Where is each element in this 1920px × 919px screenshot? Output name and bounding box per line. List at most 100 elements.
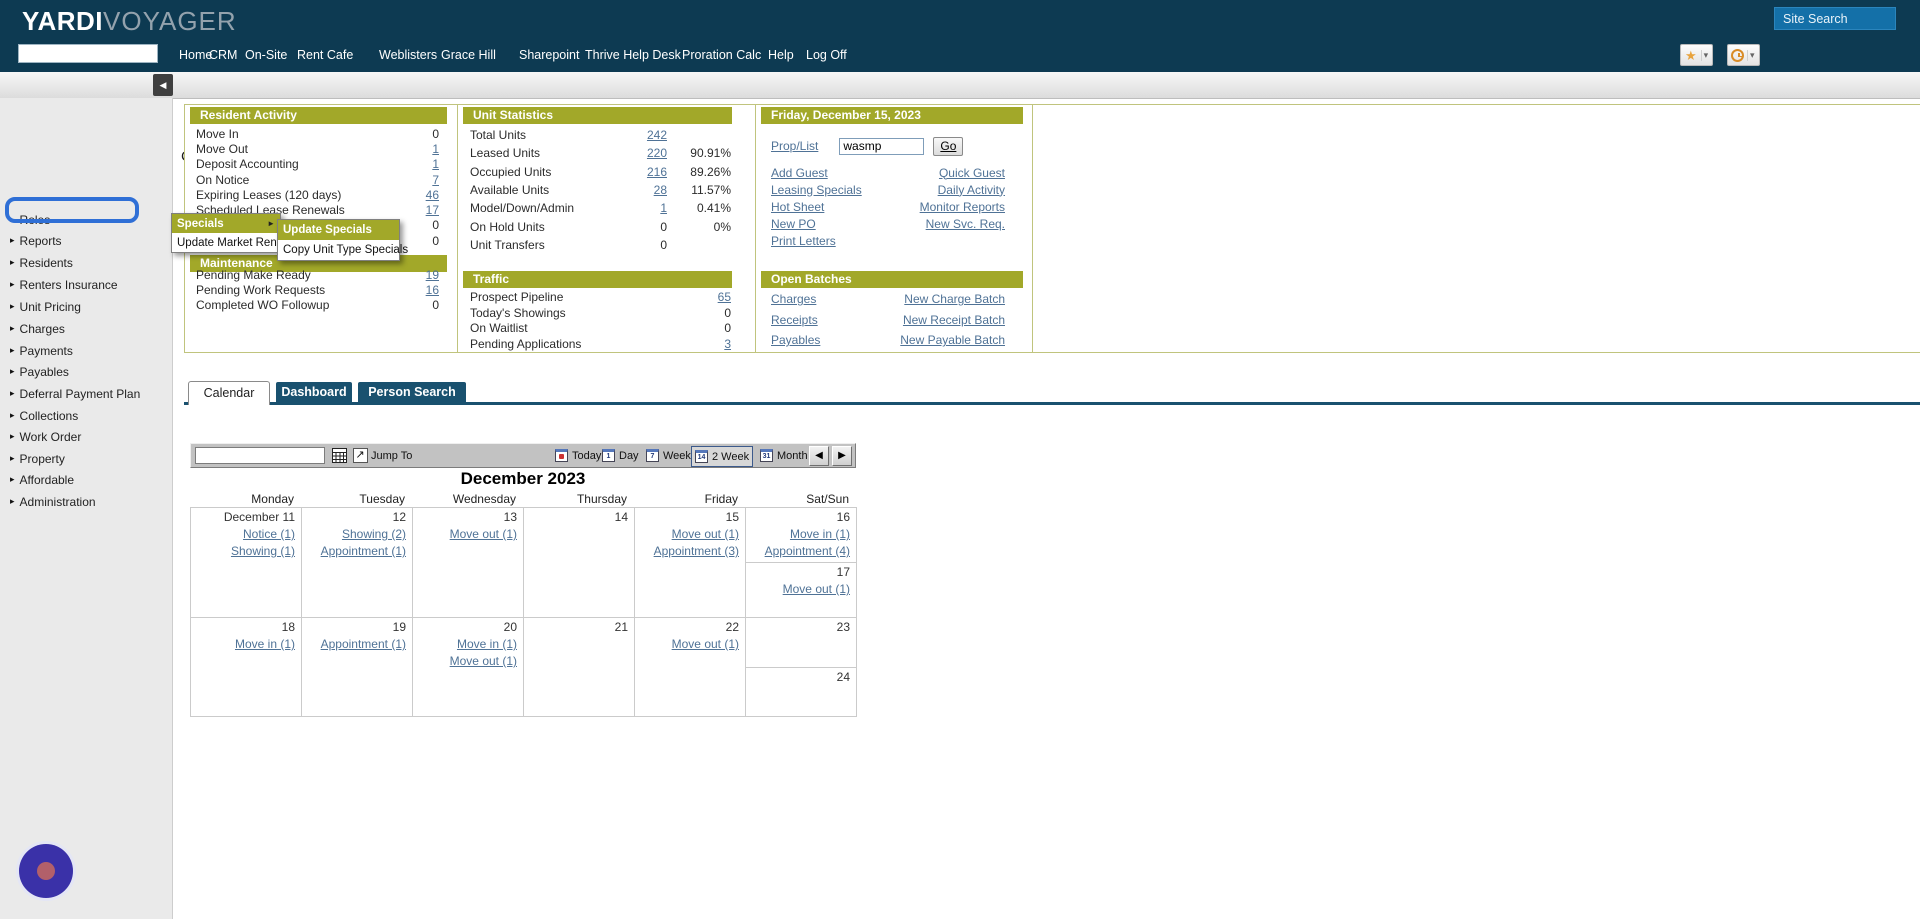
go-button[interactable]: Go [933,136,964,156]
calendar-next-button[interactable]: ▶ [832,446,852,466]
sidebar-item-property[interactable]: ▸ Property [10,448,65,469]
chevron-down-icon[interactable]: ▾ [1700,49,1711,61]
nav-link-thrive-help-desk[interactable]: Thrive Help Desk [585,48,681,62]
stat-value-link[interactable]: 46 [425,187,439,202]
event-link[interactable]: Showing (2) [341,527,406,541]
new-charge-batch-link[interactable]: New Charge Batch [904,292,1005,307]
menu-item-copy-unit-type-specials[interactable]: Copy Unit Type Specials [278,240,408,260]
prop-list-link[interactable]: Prop/List [771,139,819,153]
calendar-cell-dec21[interactable]: 21 [524,618,635,717]
nav-link-gracehill[interactable]: Grace Hill [441,48,496,62]
calendar-cell-dec11[interactable]: December 11 Notice (1) Showing (1) [191,508,302,618]
hot-sheet-link[interactable]: Hot Sheet [771,199,825,214]
stat-value-link[interactable]: 28 [653,183,667,198]
event-link[interactable]: Appointment (1) [320,637,406,651]
stat-value-link[interactable]: 220 [646,146,667,161]
calendar-cell-dec24[interactable]: 24 [746,668,857,717]
stat-value-link[interactable]: 1 [660,201,667,216]
event-link[interactable]: Move in (1) [234,637,295,651]
new-payable-batch-link[interactable]: New Payable Batch [900,333,1005,348]
view-today-button[interactable]: Today [552,446,604,465]
sidebar-collapse-button[interactable]: ◀ [153,74,173,96]
menu-item-update-specials[interactable]: Update Specials [278,220,399,240]
event-link[interactable]: Move in (1) [456,637,517,651]
sidebar-item-payments[interactable]: ▸ Payments [10,340,73,361]
nav-link-proration-calc[interactable]: Proration Calc [682,48,762,62]
menu-item-specials[interactable]: Specials ► [172,214,280,233]
event-link[interactable]: Notice (1) [242,527,295,541]
sidebar-item-work-order[interactable]: ▸ Work Order [10,426,81,447]
stat-value-link[interactable]: 16 [425,282,439,297]
stat-value-link[interactable]: 242 [646,128,667,143]
event-link[interactable]: Appointment (3) [653,544,739,558]
calendar-cell-dec23[interactable]: 23 [746,618,857,668]
view-month-button[interactable]: 31 Month [757,446,811,465]
stat-value-link[interactable]: 17 [425,203,439,218]
calendar-jump-input[interactable] [195,447,325,464]
date-picker-button[interactable] [330,447,348,464]
stat-value-link[interactable]: 216 [646,164,667,179]
calendar-cell-dec18[interactable]: 18 Move in (1) [191,618,302,717]
monitor-reports-link[interactable]: Monitor Reports [919,199,1005,214]
charges-link[interactable]: Charges [771,292,817,307]
event-link[interactable]: Move in (1) [789,527,850,541]
leasing-specials-link[interactable]: Leasing Specials [771,182,862,197]
sidebar-item-unit-pricing[interactable]: ▸ Unit Pricing [10,296,81,317]
nav-link-home[interactable]: Home [179,48,213,62]
stat-value-link[interactable]: 19 [425,267,439,282]
stat-value-link[interactable]: 7 [432,172,439,187]
quick-guest-link[interactable]: Quick Guest [938,165,1005,180]
sidebar-item-charges[interactable]: ▸ Charges [10,318,65,339]
calendar-cell-dec14[interactable]: 14 [524,508,635,618]
view-2week-button[interactable]: 14 2 Week [691,446,754,467]
tab-calendar[interactable]: Calendar [188,381,270,405]
nav-link-weblisters[interactable]: Weblisters [379,48,438,62]
menu-item-update-market-rent[interactable]: Update Market Rent [172,233,280,252]
calendar-cell-dec16[interactable]: 16 Move in (1) Appointment (4) [746,508,857,563]
calendar-cell-dec17[interactable]: 17 Move out (1) [746,563,857,618]
calendar-cell-dec12[interactable]: 12 Showing (2) Appointment (1) [302,508,413,618]
new-receipt-batch-link[interactable]: New Receipt Batch [902,312,1005,327]
nav-link-crm[interactable]: CRM [209,48,238,62]
event-link[interactable]: Appointment (1) [320,544,406,558]
view-week-button[interactable]: 7 Week [643,446,694,465]
calendar-cell-dec22[interactable]: 22 Move out (1) [635,618,746,717]
sidebar-item-administration[interactable]: ▸ Administration [10,491,96,512]
sidebar-item-payables[interactable]: ▸ Payables [10,361,69,382]
add-guest-link[interactable]: Add Guest [771,165,828,180]
jump-to-button[interactable]: ↗ [351,447,369,464]
event-link[interactable]: Move out (1) [449,654,517,668]
calendar-cell-dec13[interactable]: 13 Move out (1) [413,508,524,618]
sidebar-item-renters-insurance[interactable]: ▸ Renters Insurance [10,274,118,295]
sidebar-item-reports[interactable]: ▸ Reports [10,230,62,251]
sidebar-item-affordable[interactable]: ▸ Affordable [10,469,74,490]
nav-link-sharepoint[interactable]: Sharepoint [519,48,580,62]
nav-link-onsite[interactable]: On-Site [245,48,288,62]
nav-link-rentcafe[interactable]: Rent Cafe [297,48,354,62]
stat-value-link[interactable]: 1 [432,157,439,172]
favorites-button[interactable]: ★ ▾ [1680,44,1714,66]
daily-activity-link[interactable]: Daily Activity [937,182,1005,197]
event-link[interactable]: Appointment (4) [764,544,850,558]
sidebar-item-collections[interactable]: ▸ Collections [10,405,78,426]
prop-list-input[interactable] [839,137,925,155]
chat-widget-icon[interactable] [19,844,73,898]
sidebar-item-deferral-payment-plan[interactable]: ▸ Deferral Payment Plan [10,383,140,404]
tab-dashboard[interactable]: Dashboard [276,382,352,402]
event-link[interactable]: Move out (1) [782,582,850,596]
nav-link-help[interactable]: Help [768,48,794,62]
stat-value-link[interactable]: 3 [724,337,731,352]
chevron-down-icon[interactable]: ▾ [1747,49,1757,61]
event-link[interactable]: Showing (1) [230,544,295,558]
site-search-input[interactable] [1774,7,1896,30]
nav-link-logoff[interactable]: Log Off [806,48,847,62]
new-po-link[interactable]: New PO [771,216,816,231]
event-link[interactable]: Move out (1) [449,527,517,541]
new-svc-req-link[interactable]: New Svc. Req. [925,216,1005,231]
payables-link[interactable]: Payables [771,333,821,348]
view-day-button[interactable]: 1 Day [599,446,642,465]
stat-value-link[interactable]: 65 [717,289,731,304]
stat-value-link[interactable]: 1 [432,141,439,156]
event-link[interactable]: Move out (1) [671,527,739,541]
calendar-cell-dec20[interactable]: 20 Move in (1) Move out (1) [413,618,524,717]
